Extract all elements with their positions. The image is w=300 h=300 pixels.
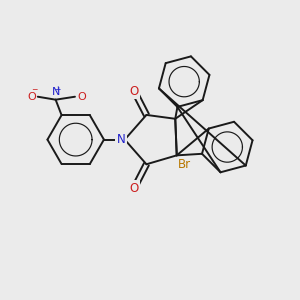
Text: O: O <box>130 182 139 194</box>
Text: O: O <box>130 85 139 98</box>
Text: N: N <box>117 133 125 146</box>
Text: Br: Br <box>178 158 191 171</box>
Text: O: O <box>27 92 36 102</box>
Text: O: O <box>77 92 86 102</box>
Text: +: + <box>54 85 60 94</box>
Text: N: N <box>51 87 60 97</box>
Text: −: − <box>32 85 38 94</box>
